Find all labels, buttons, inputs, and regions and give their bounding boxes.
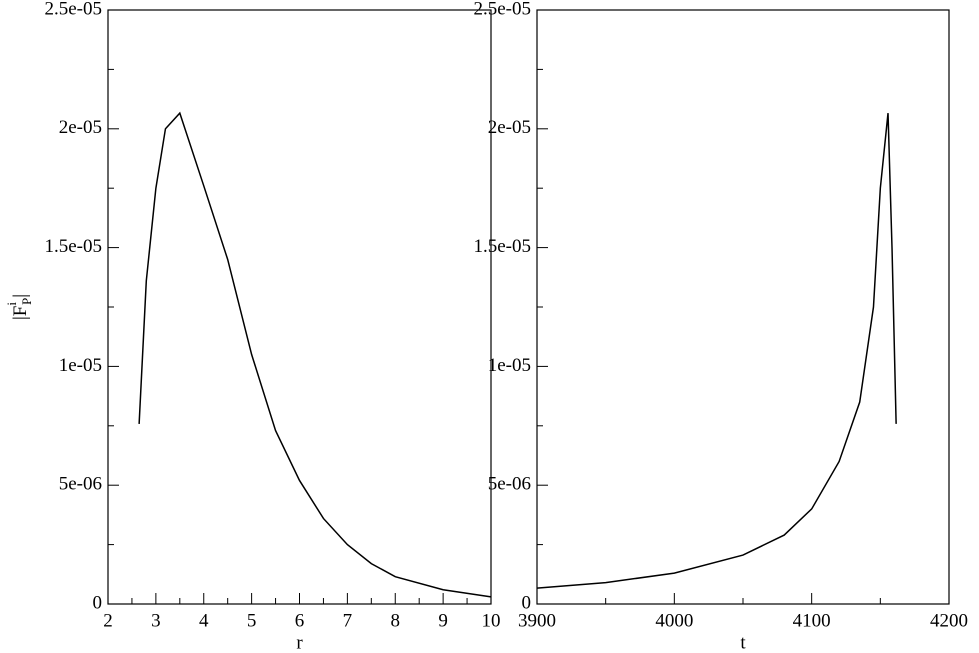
x-tick-label: 7: [343, 610, 353, 631]
plot-frame: [536, 9, 950, 605]
x-axis-label: r: [296, 632, 303, 653]
y-label-sub: P: [19, 298, 34, 305]
x-tick-label: 4200: [930, 610, 968, 631]
x-tick-label: 10: [482, 610, 501, 631]
x-tick-label: 5: [247, 610, 257, 631]
x-tick-label: 8: [391, 610, 401, 631]
x-tick-label: 4100: [793, 610, 831, 631]
y-tick-label: 1e-05: [59, 355, 102, 376]
y-tick-label: 2e-05: [59, 117, 102, 138]
y-label-sup: i: [4, 302, 19, 306]
y-label-close: |: [10, 294, 31, 298]
y-tick-label: 2e-05: [488, 117, 531, 138]
y-tick-label: 2.5e-05: [473, 0, 531, 19]
x-tick-label: 3900: [518, 610, 556, 631]
x-tick-label: 9: [438, 610, 448, 631]
y-tick-label: 5e-06: [59, 474, 102, 495]
y-tick-label: 0: [522, 592, 532, 613]
y-tick-label: 1.5e-05: [44, 236, 102, 257]
y-tick-label: 1e-05: [488, 355, 531, 376]
y-tick-label: 5e-06: [488, 474, 531, 495]
x-axis-label: t: [740, 632, 746, 653]
data-line: [536, 113, 897, 589]
data-line: [138, 111, 492, 598]
x-tick-label: 4: [199, 610, 209, 631]
y-label-open: |F: [10, 306, 31, 320]
y-tick-label: 1.5e-05: [473, 236, 531, 257]
x-tick-label: 3: [151, 610, 161, 631]
y-axis-label: |FiP|: [4, 294, 34, 320]
x-tick-label: 2: [103, 610, 113, 631]
y-tick-label: 0: [93, 592, 103, 613]
x-tick-label: 4000: [655, 610, 693, 631]
x-tick-label: 6: [295, 610, 305, 631]
y-tick-label: 2.5e-05: [44, 0, 102, 19]
plot-frame: [107, 9, 492, 605]
